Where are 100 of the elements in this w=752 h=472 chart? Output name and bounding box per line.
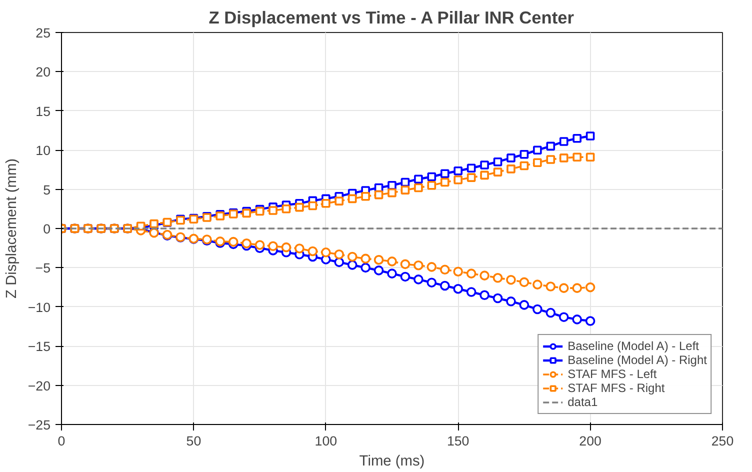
legend-label: Baseline (Model A) - Right xyxy=(568,353,707,367)
point xyxy=(347,260,358,270)
point xyxy=(360,254,370,264)
point xyxy=(414,274,424,284)
y-tick-label: 15 xyxy=(36,104,51,119)
point xyxy=(506,274,516,285)
point xyxy=(506,164,516,174)
point xyxy=(387,268,397,278)
point xyxy=(493,157,502,166)
point xyxy=(572,283,582,293)
point xyxy=(228,236,238,247)
point xyxy=(308,201,318,210)
point xyxy=(480,160,489,170)
point xyxy=(348,194,357,204)
point xyxy=(492,293,503,304)
point xyxy=(268,241,278,252)
point xyxy=(453,266,463,277)
point xyxy=(268,206,278,215)
point xyxy=(585,282,596,292)
point xyxy=(308,246,318,256)
point xyxy=(520,161,529,170)
point xyxy=(254,240,265,250)
legend-label: Baseline (Model A) - Left xyxy=(568,339,699,353)
point xyxy=(427,172,436,182)
point xyxy=(559,154,568,162)
point xyxy=(347,252,358,262)
point xyxy=(466,173,476,182)
y-tick-label: 5 xyxy=(43,182,51,198)
point xyxy=(454,166,462,176)
legend-label: STAF MFS - Left xyxy=(568,367,657,381)
x-tick-label: 250 xyxy=(711,434,734,448)
point xyxy=(388,188,396,198)
y-tick-label: 10 xyxy=(36,143,51,158)
point xyxy=(440,178,450,187)
x-tick-label: 0 xyxy=(58,434,66,448)
point xyxy=(361,192,370,201)
point xyxy=(334,257,344,268)
point xyxy=(440,264,450,275)
x-tick-label: 200 xyxy=(579,434,602,448)
y-axis-title: Z Displacement (mm) xyxy=(4,158,20,299)
point xyxy=(519,277,530,288)
point xyxy=(559,137,568,146)
point xyxy=(294,244,304,254)
point xyxy=(519,300,530,310)
point xyxy=(532,304,542,314)
point xyxy=(388,180,396,190)
point xyxy=(426,262,437,272)
x-axis-title: Time (ms) xyxy=(359,454,425,470)
point xyxy=(295,202,304,212)
point xyxy=(533,146,542,154)
point xyxy=(400,186,410,194)
point xyxy=(572,152,582,162)
x-tick-label: 150 xyxy=(446,434,470,448)
y-tick-label: 25 xyxy=(36,26,51,40)
x-tick-label: 100 xyxy=(314,434,338,448)
point xyxy=(360,262,370,273)
point xyxy=(586,132,595,140)
point xyxy=(546,142,556,151)
point xyxy=(282,204,291,214)
point xyxy=(493,168,502,176)
y-tick-label: −10 xyxy=(28,300,50,315)
point xyxy=(546,308,556,318)
point xyxy=(532,280,542,290)
point xyxy=(414,260,424,270)
point xyxy=(440,169,450,178)
y-tick-label: −20 xyxy=(28,378,50,394)
point xyxy=(374,190,384,200)
point xyxy=(466,268,476,278)
y-tick-label: 20 xyxy=(36,64,51,80)
point xyxy=(400,259,410,270)
point xyxy=(572,314,582,324)
point xyxy=(334,249,344,260)
chart-title: Z Displacement vs Time - A Pillar INR Center xyxy=(208,8,574,28)
point xyxy=(466,287,476,297)
y-tick-label: −5 xyxy=(35,260,51,276)
point xyxy=(427,180,436,190)
point xyxy=(426,278,437,288)
point xyxy=(586,152,595,162)
x-tick-label: 50 xyxy=(186,434,202,448)
point xyxy=(506,154,516,162)
point xyxy=(558,312,569,322)
y-tick-label: −15 xyxy=(28,339,50,354)
point xyxy=(374,266,384,276)
point xyxy=(440,280,450,291)
point xyxy=(572,134,582,143)
point xyxy=(520,150,529,159)
legend-label: STAF MFS - Right xyxy=(568,381,665,395)
point xyxy=(546,282,556,292)
point xyxy=(321,248,331,258)
point xyxy=(558,283,569,293)
point xyxy=(533,158,542,168)
legend-label: data1 xyxy=(568,395,598,409)
point xyxy=(546,155,556,164)
point xyxy=(492,273,503,283)
point xyxy=(506,296,516,306)
point xyxy=(387,256,397,266)
point xyxy=(454,175,462,184)
point xyxy=(480,290,490,300)
point xyxy=(585,316,596,326)
point xyxy=(414,183,423,192)
